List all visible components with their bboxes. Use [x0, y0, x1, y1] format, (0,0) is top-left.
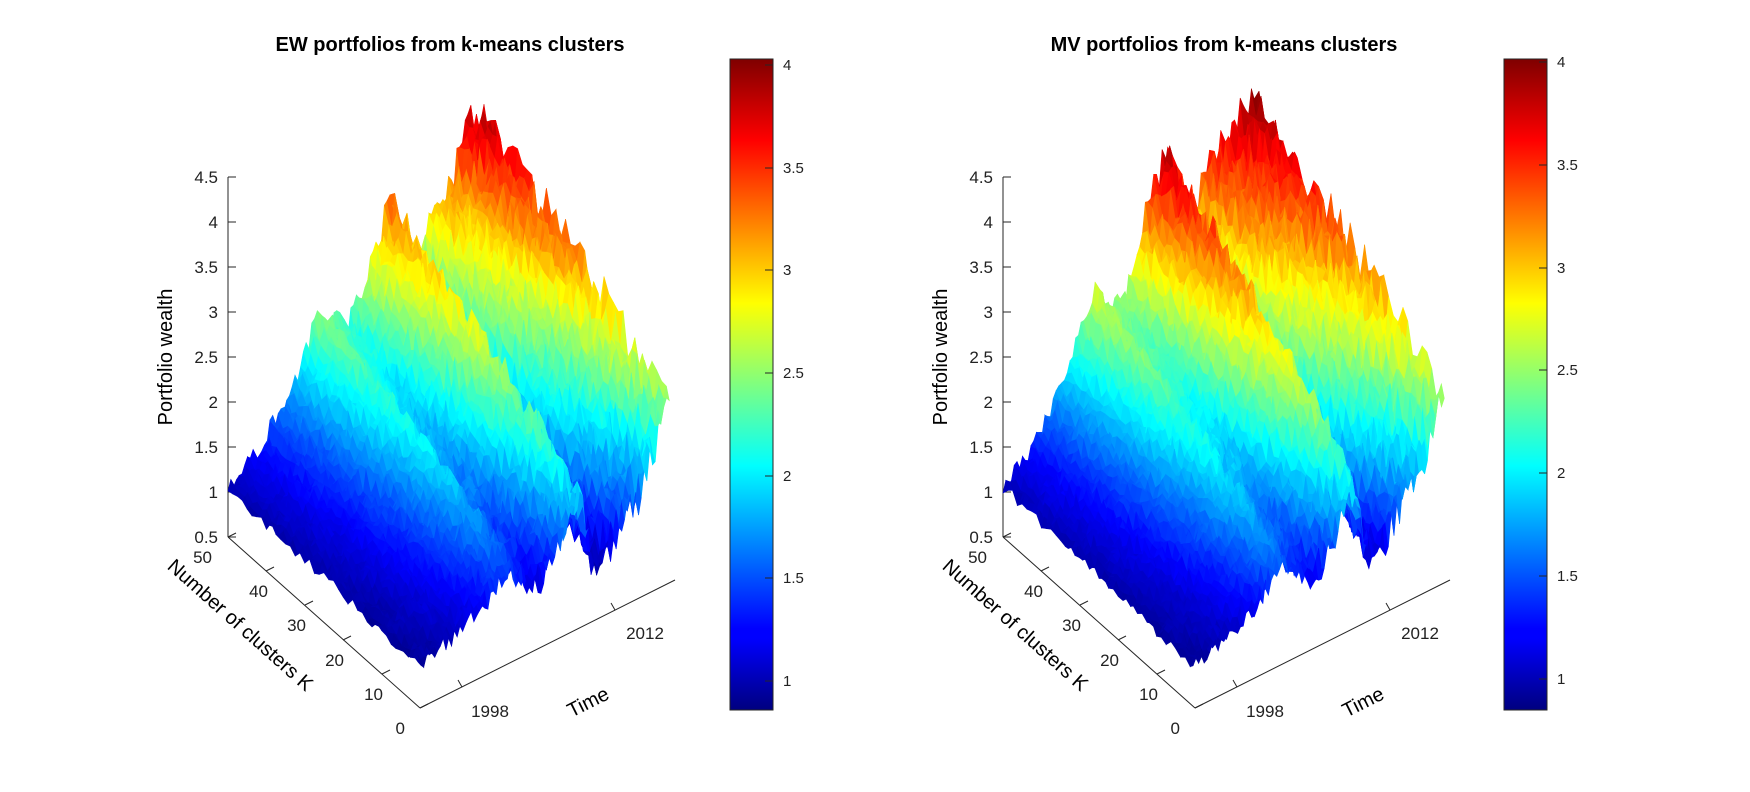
- z-tick-label: 0.5: [194, 528, 218, 547]
- z-tick-label: 2.5: [969, 348, 993, 367]
- colorbar-tick-label: 2: [783, 468, 791, 485]
- y-tick-label: 40: [249, 582, 268, 601]
- surface-patch: [562, 219, 571, 245]
- z-tick-label: 2: [209, 393, 218, 412]
- z-axis-label: Portfolio wealth: [930, 289, 952, 426]
- z-tick-label: 3.5: [969, 258, 993, 277]
- x-tick-label: 2012: [626, 624, 664, 643]
- z-tick-label: 1.5: [194, 438, 218, 457]
- x-tick-label: 1998: [1246, 702, 1284, 721]
- z-tick-label: 1: [209, 483, 218, 502]
- x-axis-label: Time: [1339, 683, 1388, 722]
- chart-title: EW portfolios from k-means clusters: [276, 34, 625, 56]
- z-tick-label: 4: [209, 213, 218, 232]
- y-tick-label: 20: [325, 651, 344, 670]
- colorbar-tick-label: 3.5: [783, 160, 804, 177]
- x-tick-label: 1998: [471, 702, 509, 721]
- y-axis-ticks: 50 40 30 20 10 0: [193, 532, 429, 738]
- z-tick-label: 2.5: [194, 348, 218, 367]
- x-axis-ticks: 1998 2012: [457, 602, 664, 721]
- y-tick-label: 20: [1100, 651, 1119, 670]
- x-axis-label: Time: [564, 683, 613, 722]
- y-tick-label: 50: [968, 548, 987, 567]
- chart-title: MV portfolios from k-means clusters: [1051, 34, 1398, 56]
- y-tick-label: 10: [1139, 685, 1158, 704]
- y-tick-label: 0: [396, 719, 405, 738]
- y-tick-label: 50: [193, 548, 212, 567]
- x-axis-line: [419, 579, 676, 709]
- colorbar-tick-label: 1: [783, 673, 791, 690]
- z-tick-label: 4.5: [194, 168, 218, 187]
- colorbar-tick-label: 4: [783, 57, 791, 74]
- colorbar-tick-label: 2.5: [783, 365, 804, 382]
- z-tick-label: 3: [984, 303, 993, 322]
- z-tick-label: 2: [984, 393, 993, 412]
- z-tick-label: 3: [209, 303, 218, 322]
- y-tick-label: 0: [1171, 719, 1180, 738]
- y-tick-label: 10: [364, 685, 383, 704]
- z-tick-label: 4: [984, 213, 993, 232]
- y-tick-label: 40: [1024, 582, 1043, 601]
- z-axis-label: Portfolio wealth: [155, 289, 177, 426]
- x-axis-ticks: 1998 2012: [1232, 602, 1439, 721]
- surface-plot: [227, 104, 670, 669]
- colorbar-tick-label: 3: [783, 262, 791, 279]
- z-tick-label: 1.5: [969, 438, 993, 457]
- colorbar-tick-label: 1.5: [783, 570, 804, 587]
- z-tick-label: 1: [984, 483, 993, 502]
- chart-mv: MV portfolios from k-means clusters 4.5 …: [930, 34, 1578, 738]
- z-tick-label: 4.5: [969, 168, 993, 187]
- chart-ew: EW portfolios from k-means clusters 4.5 …: [155, 34, 804, 738]
- x-tick-label: 2012: [1401, 624, 1439, 643]
- z-tick-label: 0.5: [969, 528, 993, 547]
- colorbar: [729, 58, 774, 711]
- y-tick-label: 30: [287, 616, 306, 635]
- y-tick-label: 30: [1062, 616, 1081, 635]
- z-tick-label: 3.5: [194, 258, 218, 277]
- surface-plot: [1002, 88, 1445, 668]
- y-axis-line: [227, 536, 421, 709]
- z-axis-ticks: 4.5 4 3.5 3 2.5 2 1.5 1 0.5: [194, 168, 236, 547]
